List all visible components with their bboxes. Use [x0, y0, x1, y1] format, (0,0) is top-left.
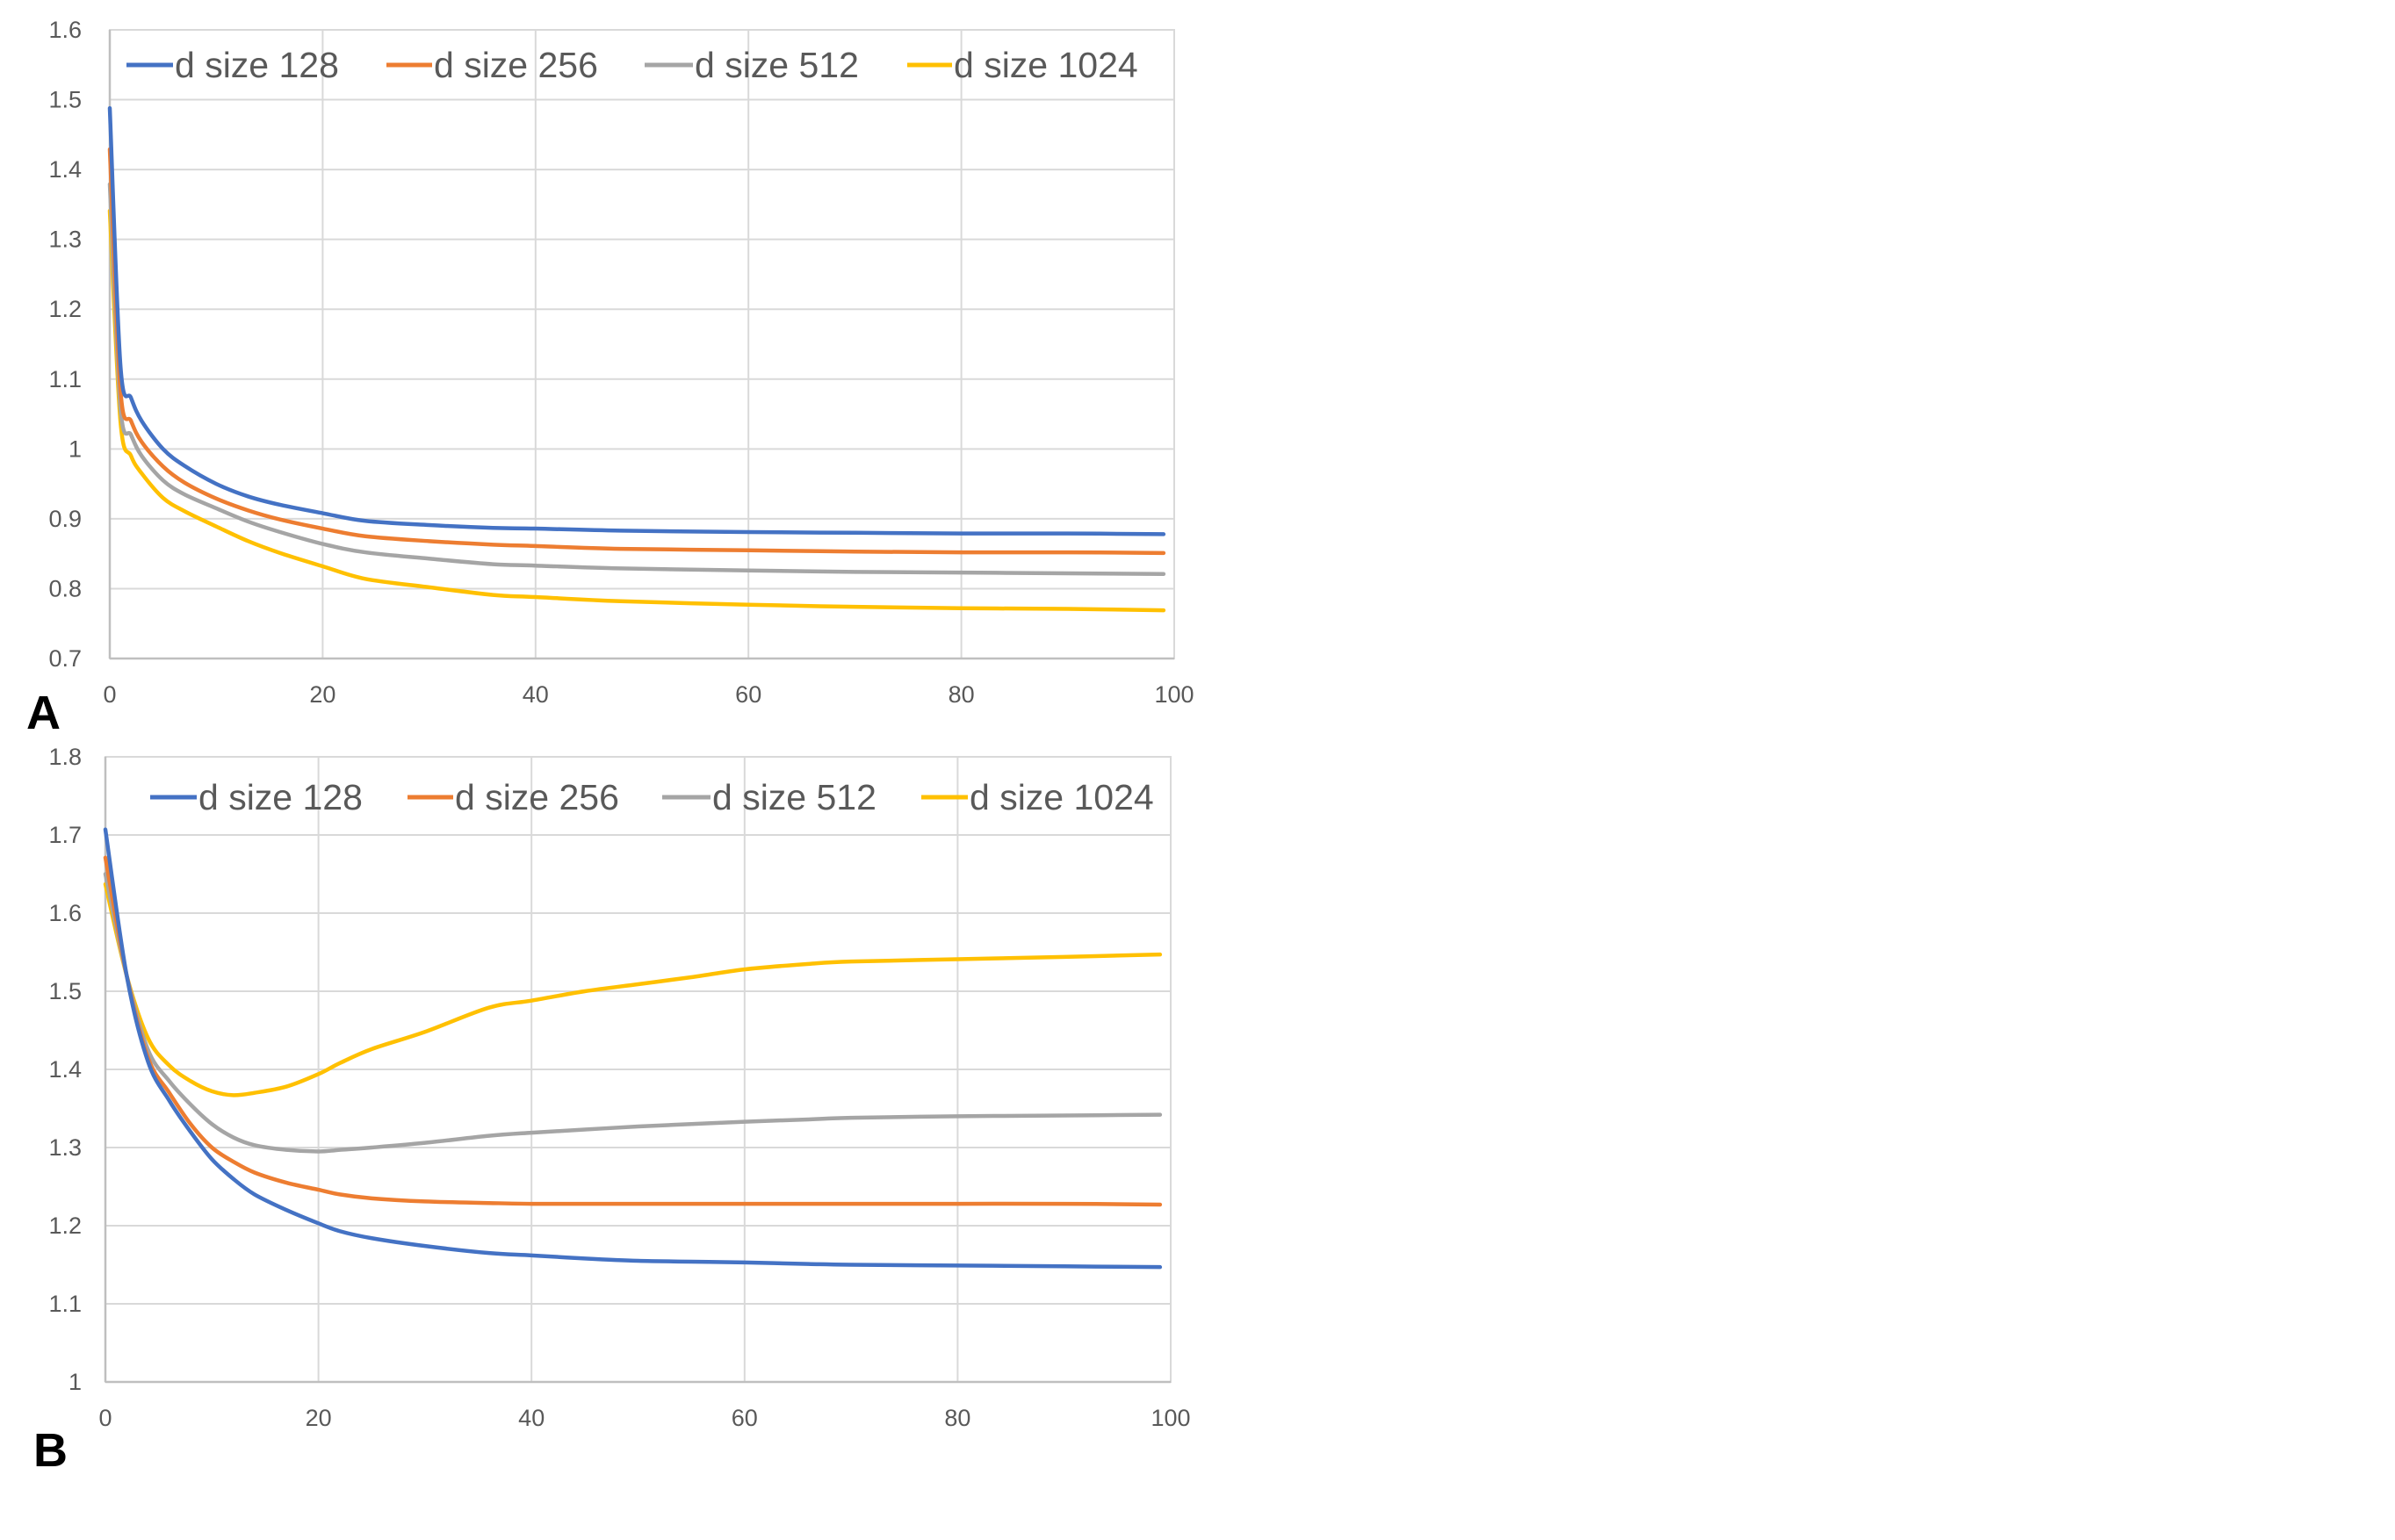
y-tick-label: 1.7	[48, 822, 82, 848]
y-tick-label: 1.4	[48, 156, 82, 183]
x-tick-label: 40	[523, 681, 549, 708]
legend-label: d size 1024	[954, 45, 1138, 85]
y-tick-label: 1.3	[48, 227, 82, 253]
x-tick-label: 100	[1154, 681, 1194, 708]
series-line-d-size-512	[103, 872, 1163, 1154]
y-tick-label: 1.1	[48, 366, 82, 392]
y-tick-label: 1	[69, 435, 82, 462]
plot-area	[109, 29, 1175, 659]
x-tick-label: 60	[735, 681, 761, 708]
series-line-d-size-256	[107, 147, 1166, 556]
y-tick-label: 1.1	[48, 1291, 82, 1317]
panel-label-a: A	[26, 687, 61, 739]
y-tick-label: 1.5	[48, 87, 82, 113]
legend-label: d size 512	[695, 45, 859, 85]
chart-panel-a: 0.7 0.8 0.9 1 1.1 1.2 1.3 1.4 1.5 1.6 0 20 40 60 80 100…	[48, 17, 1194, 708]
y-tick-label: 1	[69, 1369, 82, 1395]
y-tick-label: 1.6	[48, 900, 82, 926]
y-tick-label: 1.5	[48, 978, 82, 1004]
x-tick-label: 0	[103, 681, 116, 708]
y-tick-label: 1.2	[48, 1213, 82, 1239]
series-line-d-size-1024	[103, 882, 1163, 1097]
legend-label: d size 128	[175, 45, 339, 85]
y-tick-label: 1.6	[48, 17, 82, 43]
panel-label-b: B	[33, 1424, 68, 1477]
series-line-d-size-128	[103, 827, 1163, 1270]
legend: d size 128 d size 256 d size 512 d size 102…	[150, 777, 1154, 817]
y-tick-label: 0.7	[48, 645, 82, 672]
y-tick-label: 1.4	[48, 1056, 82, 1083]
x-tick-label: 80	[944, 1405, 970, 1431]
x-tick-label: 20	[306, 1405, 332, 1431]
legend-label: d size 256	[434, 45, 598, 85]
series-line-d-size-512	[107, 182, 1166, 576]
y-tick-label: 0.9	[48, 506, 82, 532]
y-tick-label: 1.2	[48, 296, 82, 322]
x-tick-label: 40	[518, 1405, 545, 1431]
legend: d size 128 d size 256 d size 512 d size 102…	[126, 45, 1138, 85]
series-line-d-size-1024	[107, 208, 1166, 613]
x-tick-label: 100	[1151, 1405, 1190, 1431]
legend-label: d size 1024	[970, 777, 1154, 817]
y-tick-label: 1.8	[48, 744, 82, 770]
series-line-d-size-256	[103, 855, 1163, 1207]
y-tick-label: 1.3	[48, 1134, 82, 1161]
x-tick-label: 60	[732, 1405, 758, 1431]
series-line-d-size-128	[107, 105, 1166, 536]
legend-label: d size 128	[198, 777, 363, 817]
x-tick-label: 80	[949, 681, 975, 708]
y-tick-label: 0.8	[48, 575, 82, 601]
x-tick-label: 0	[98, 1405, 112, 1431]
x-tick-label: 20	[309, 681, 335, 708]
chart-panel-b: 1 1.1 1.2 1.3 1.4 1.5 1.6 1.7 1.8 0 20 40 60 80 100 d s…	[48, 744, 1190, 1431]
legend-label: d size 256	[455, 777, 619, 817]
legend-label: d size 512	[712, 777, 876, 817]
